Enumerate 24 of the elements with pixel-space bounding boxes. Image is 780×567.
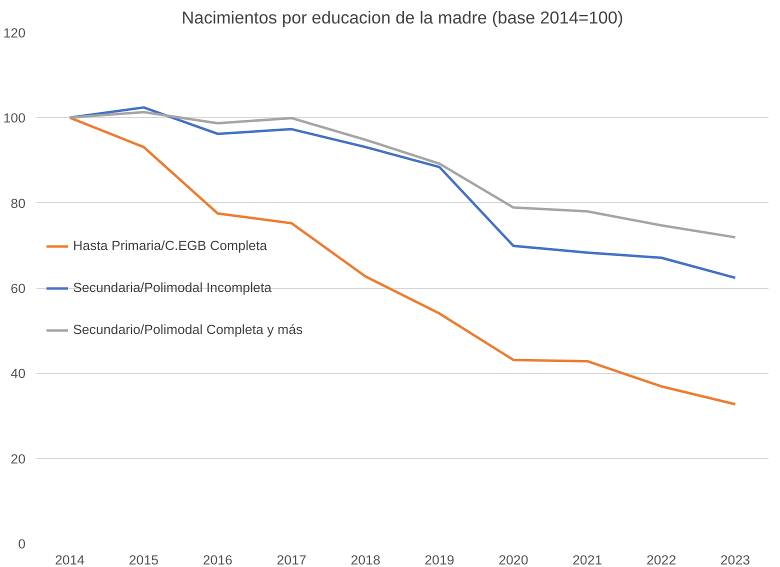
y-tick-label: 0 [18,536,26,552]
line-series [68,110,736,239]
x-tick-label: 2015 [128,552,159,567]
y-tick-label: 100 [3,110,26,126]
x-tick-label: 2018 [350,552,380,567]
y-tick-label: 20 [10,451,26,466]
x-tick-label: 2017 [276,552,306,567]
x-tick-label: 2023 [720,552,750,567]
x-tick-label: 2016 [202,552,232,567]
line-series [68,106,736,280]
legend-label: Hasta Primaria/C.EGB Completa [73,238,268,253]
x-tick-label: 2022 [646,552,676,567]
y-tick-label: 80 [10,196,26,211]
y-tick-label: 40 [10,366,26,382]
y-tick-label: 60 [10,281,26,296]
x-tick-label: 2020 [498,552,528,567]
legend-label: Secundaria/Polimodal Incompleta [73,280,272,295]
line-series [68,116,736,406]
legend-label: Secundario/Polimodal Completa y más [73,322,303,337]
y-tick-label: 120 [3,26,26,40]
x-tick-label: 2014 [54,552,86,567]
chart-title: Nacimientos por educacion de la madre (base 2014=100) [182,8,624,28]
x-tick-label: 2021 [572,552,602,567]
x-tick-label: 2019 [424,552,454,567]
